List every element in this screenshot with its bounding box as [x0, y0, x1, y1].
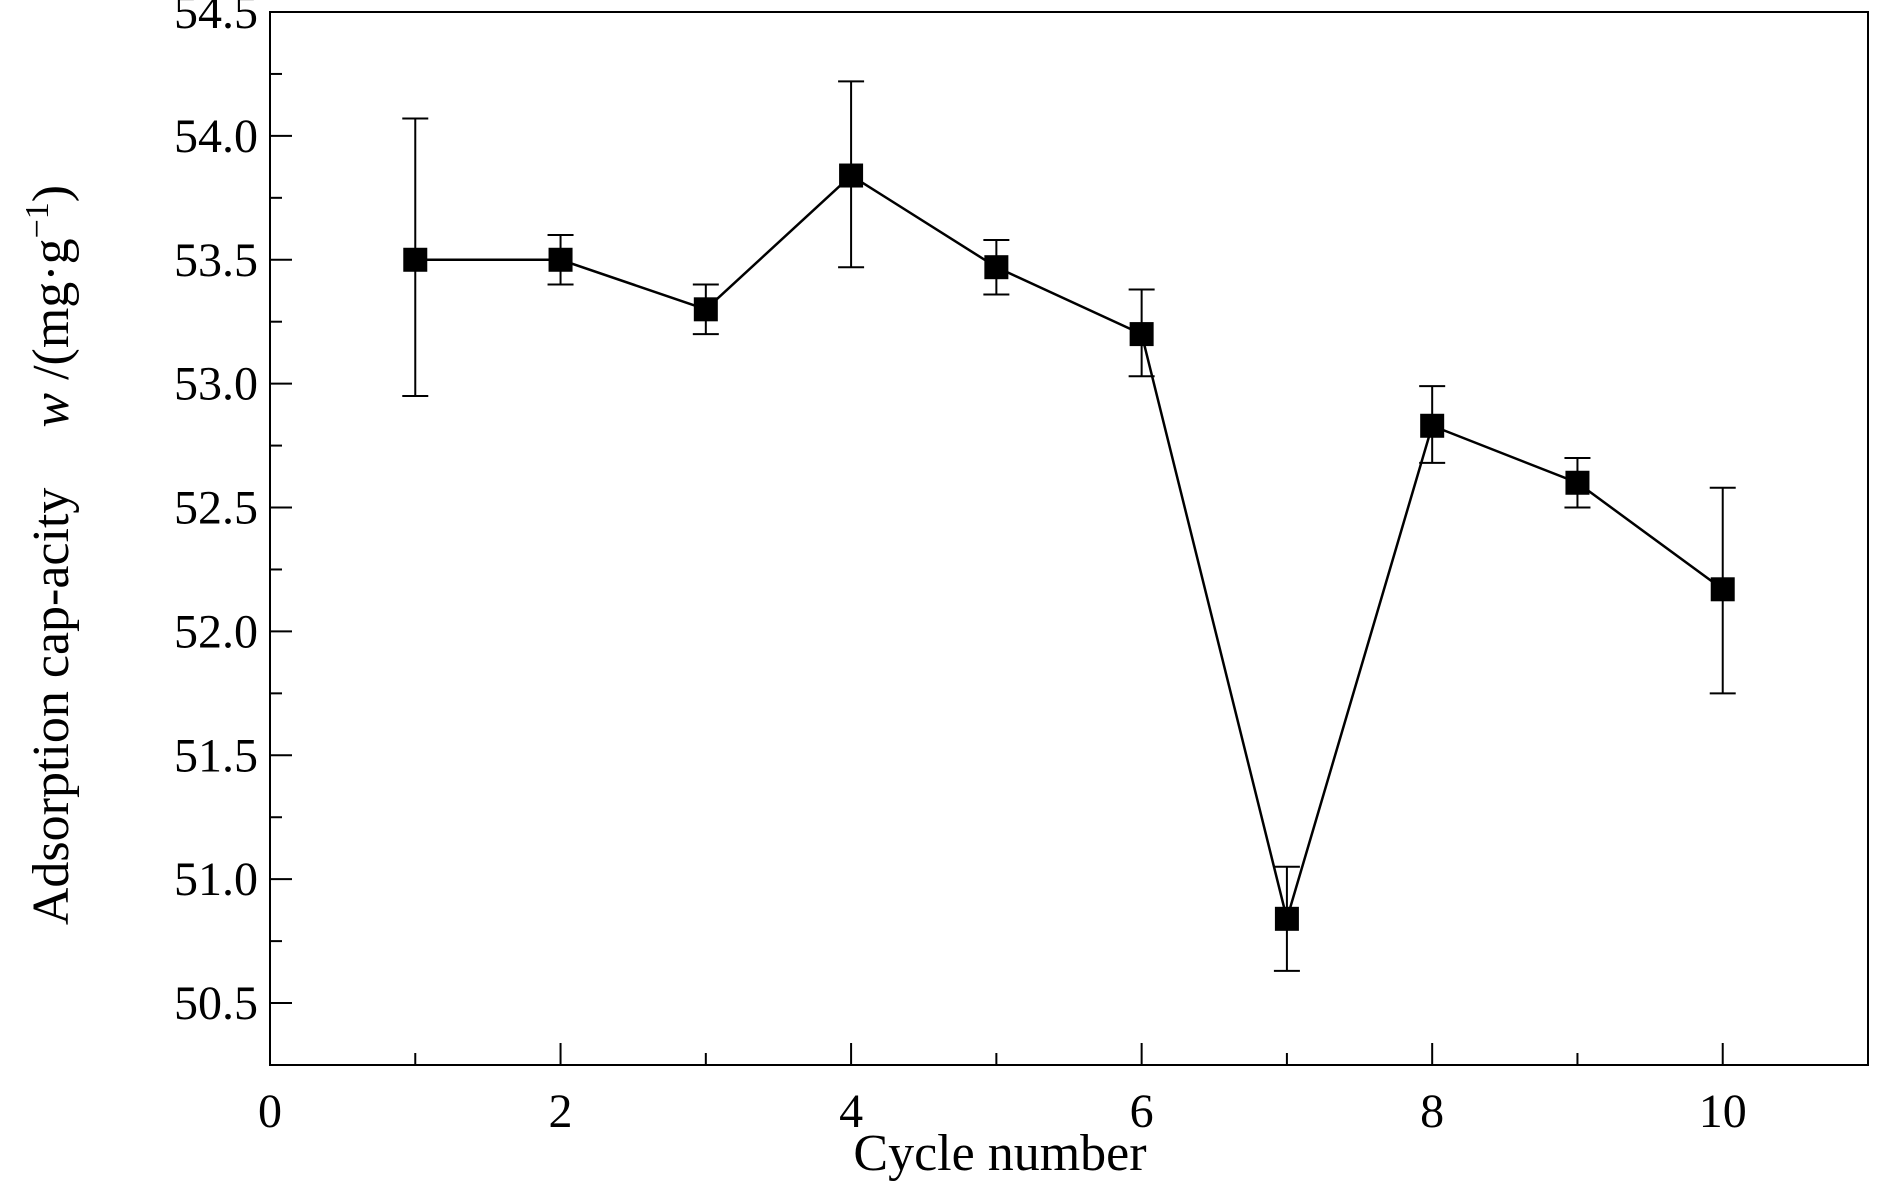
y-axis-label-exponent: −1	[19, 202, 56, 238]
x-tick-label: 4	[839, 1085, 863, 1138]
y-tick-label: 51.0	[174, 853, 258, 906]
y-tick-label: 51.5	[174, 729, 258, 782]
data-point-marker	[839, 163, 864, 188]
y-tick-label: 50.5	[174, 977, 258, 1030]
x-tick-label: 0	[258, 1085, 282, 1138]
data-point-marker	[984, 255, 1009, 280]
y-tick-label: 53.0	[174, 358, 258, 411]
y-axis-ticks: 50.5 51.0 51.5 52.0 52.5 53.0 53.5 54.0 54.5	[174, 0, 292, 1030]
minor-ticks	[270, 72, 1579, 1065]
data-series	[402, 80, 1736, 972]
y-axis-label-quantity: Adsorption cap-acity	[23, 488, 80, 926]
series-line	[415, 173, 1724, 924]
x-tick-label: 8	[1420, 1085, 1444, 1138]
data-point-marker	[693, 297, 718, 322]
plot-frame	[269, 11, 1869, 1066]
data-point-marker	[1420, 413, 1445, 438]
data-point-marker	[548, 247, 573, 272]
y-tick-label: 52.5	[174, 482, 258, 535]
y-tick-label: 54.5	[174, 0, 258, 39]
x-axis-label: Cycle number	[853, 1125, 1146, 1181]
x-tick-label: 10	[1699, 1085, 1747, 1138]
y-tick-label: 52.0	[174, 605, 258, 658]
x-axis-ticks: 0 2 4 6 8 10	[258, 1043, 1747, 1138]
y-axis-label: Adsorption cap-acity w /(mg·g−1)	[19, 185, 80, 925]
x-tick-label: 2	[549, 1085, 573, 1138]
y-axis-label-unit: /(mg·g	[23, 238, 80, 393]
data-point-marker	[1129, 322, 1154, 347]
data-point-marker	[1274, 906, 1299, 931]
y-tick-label: 54.0	[174, 110, 258, 163]
data-point-marker	[403, 247, 428, 272]
data-point-marker	[1565, 470, 1590, 495]
y-tick-label: 53.5	[174, 234, 258, 287]
x-tick-label: 6	[1130, 1085, 1154, 1138]
y-axis-label-symbol: w	[23, 393, 80, 428]
data-point-marker	[1710, 577, 1735, 602]
y-axis-label-close: )	[23, 185, 80, 202]
